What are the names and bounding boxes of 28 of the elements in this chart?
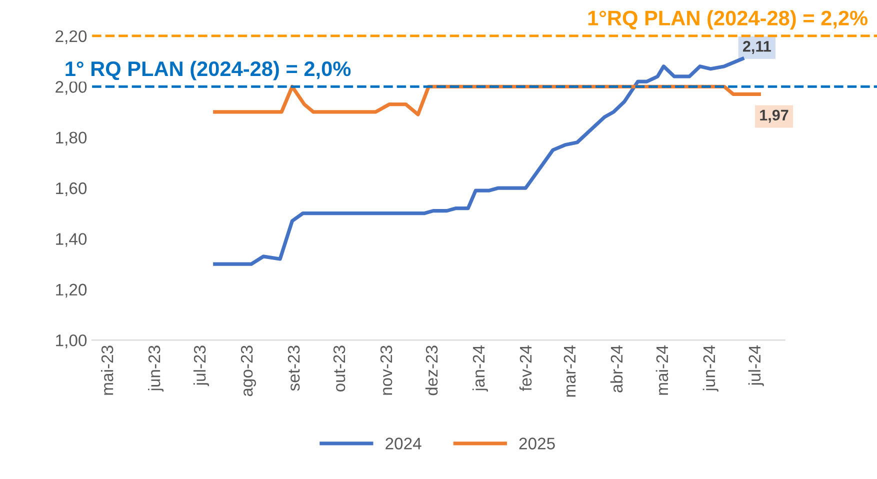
- x-tick-label: jul-24: [748, 345, 764, 386]
- x-tick-label: jun-23: [148, 346, 164, 392]
- x-tick-label: nov-23: [380, 346, 392, 395]
- x-tick-label: jul-23: [193, 346, 210, 386]
- x-tick-label: out-23: [333, 346, 346, 392]
- ref-line-label: 1°RQ PLAN (2024-28) = 2,2%: [588, 10, 868, 30]
- x-tick-label: abr-24: [610, 345, 623, 392]
- y-tick-label: 1,20: [56, 284, 87, 298]
- x-tick-label: jan-24: [472, 345, 488, 392]
- x-tick-label: dez-23: [425, 346, 438, 396]
- y-tick-label: 2,20: [56, 30, 87, 44]
- x-tick-label: mar-24: [564, 345, 576, 397]
- legend-label: 2025: [519, 438, 555, 450]
- ref-line-label: 1° RQ PLAN (2024-28) = 2,0%: [66, 60, 351, 80]
- x-tick-label: jun-24: [702, 345, 718, 392]
- y-tick-label: 1,40: [56, 233, 87, 247]
- y-tick-label: 2,00: [56, 81, 87, 95]
- legend-label: 2024: [386, 438, 422, 450]
- x-tick-label: ago-23: [240, 346, 256, 396]
- y-tick-label: 1,60: [56, 182, 87, 196]
- y-tick-label: 1,00: [56, 334, 87, 348]
- x-tick-label: set-23: [288, 346, 300, 391]
- y-tick-label: 1,80: [56, 132, 87, 146]
- annotation: 1,97: [760, 110, 788, 123]
- x-tick-label: mai-23: [100, 346, 114, 395]
- annotation: 2,11: [742, 40, 771, 54]
- x-tick-label: fev-24: [519, 345, 532, 392]
- x-tick-label: mai-24: [656, 345, 668, 395]
